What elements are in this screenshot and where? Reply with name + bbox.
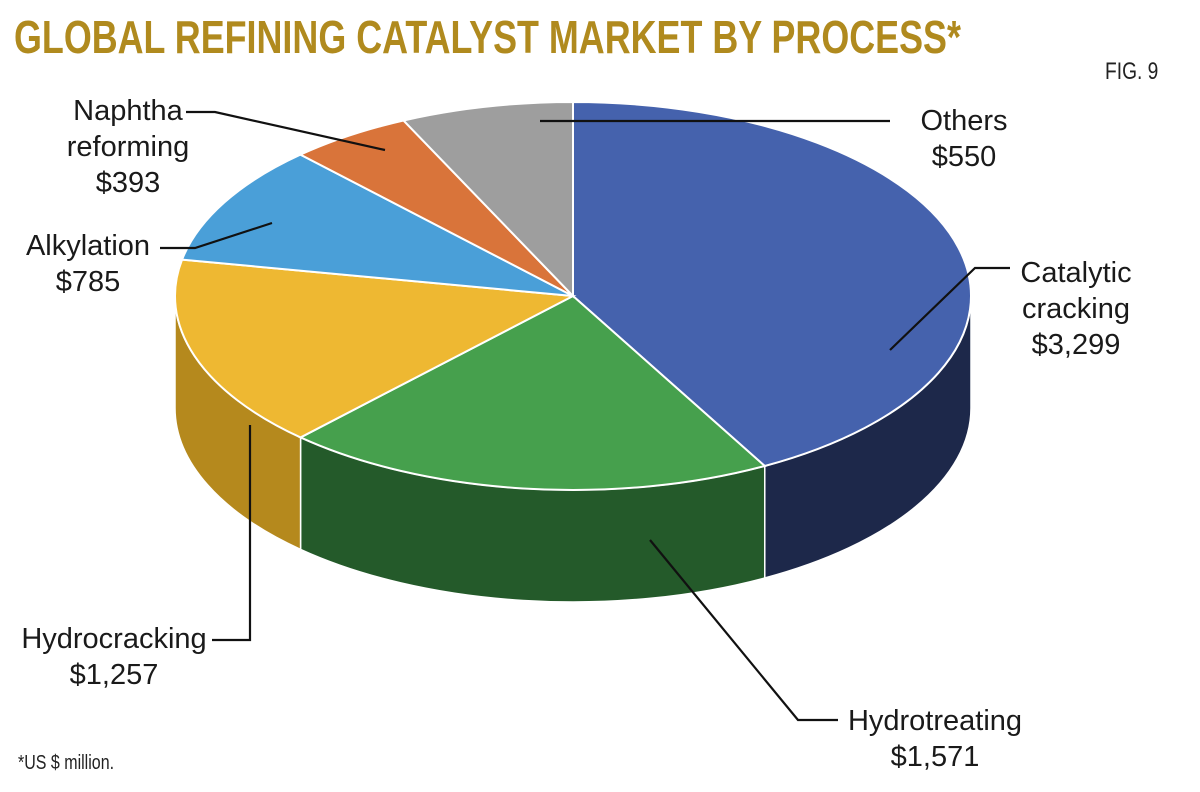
slice-name-label-3: Alkylation xyxy=(26,230,150,262)
figure-number: FIG. 9 xyxy=(1105,58,1159,85)
slice-value-label-4: $393 xyxy=(96,167,161,199)
pie-slice-1 xyxy=(298,294,767,491)
slice-value-label-0: $3,299 xyxy=(1032,329,1121,361)
pie-slice-5 xyxy=(401,100,574,299)
slice-name-label-1: Hydrotreating xyxy=(848,705,1022,737)
leader-line-0 xyxy=(889,266,1010,351)
slice-value-label-5: $550 xyxy=(932,141,997,173)
slice-name-label-4: reforming xyxy=(67,131,190,163)
pie-slice-2 xyxy=(174,258,577,439)
slice-value-label-2: $1,257 xyxy=(70,659,159,691)
leader-line-2 xyxy=(212,425,252,642)
pie-slice-3 xyxy=(180,153,574,297)
slice-name-label-2: Hydrocracking xyxy=(21,623,206,655)
slice-name-label-0: Catalytic xyxy=(1020,257,1131,289)
slice-value-label-3: $785 xyxy=(56,266,121,298)
leader-line-1 xyxy=(649,539,838,722)
leader-line-4 xyxy=(186,110,386,152)
chart-title: GLOBAL REFINING CATALYST MARKET BY PROCE… xyxy=(14,11,961,63)
footnote: *US $ million. xyxy=(18,752,115,774)
slice-name-label-0: cracking xyxy=(1022,293,1130,325)
slice-name-label-5: Others xyxy=(920,105,1007,137)
leader-line-3 xyxy=(160,221,273,250)
slice-value-label-1: $1,571 xyxy=(891,741,980,773)
slice-name-label-4: Naphtha xyxy=(73,95,184,127)
pie-slice-0 xyxy=(572,100,972,468)
